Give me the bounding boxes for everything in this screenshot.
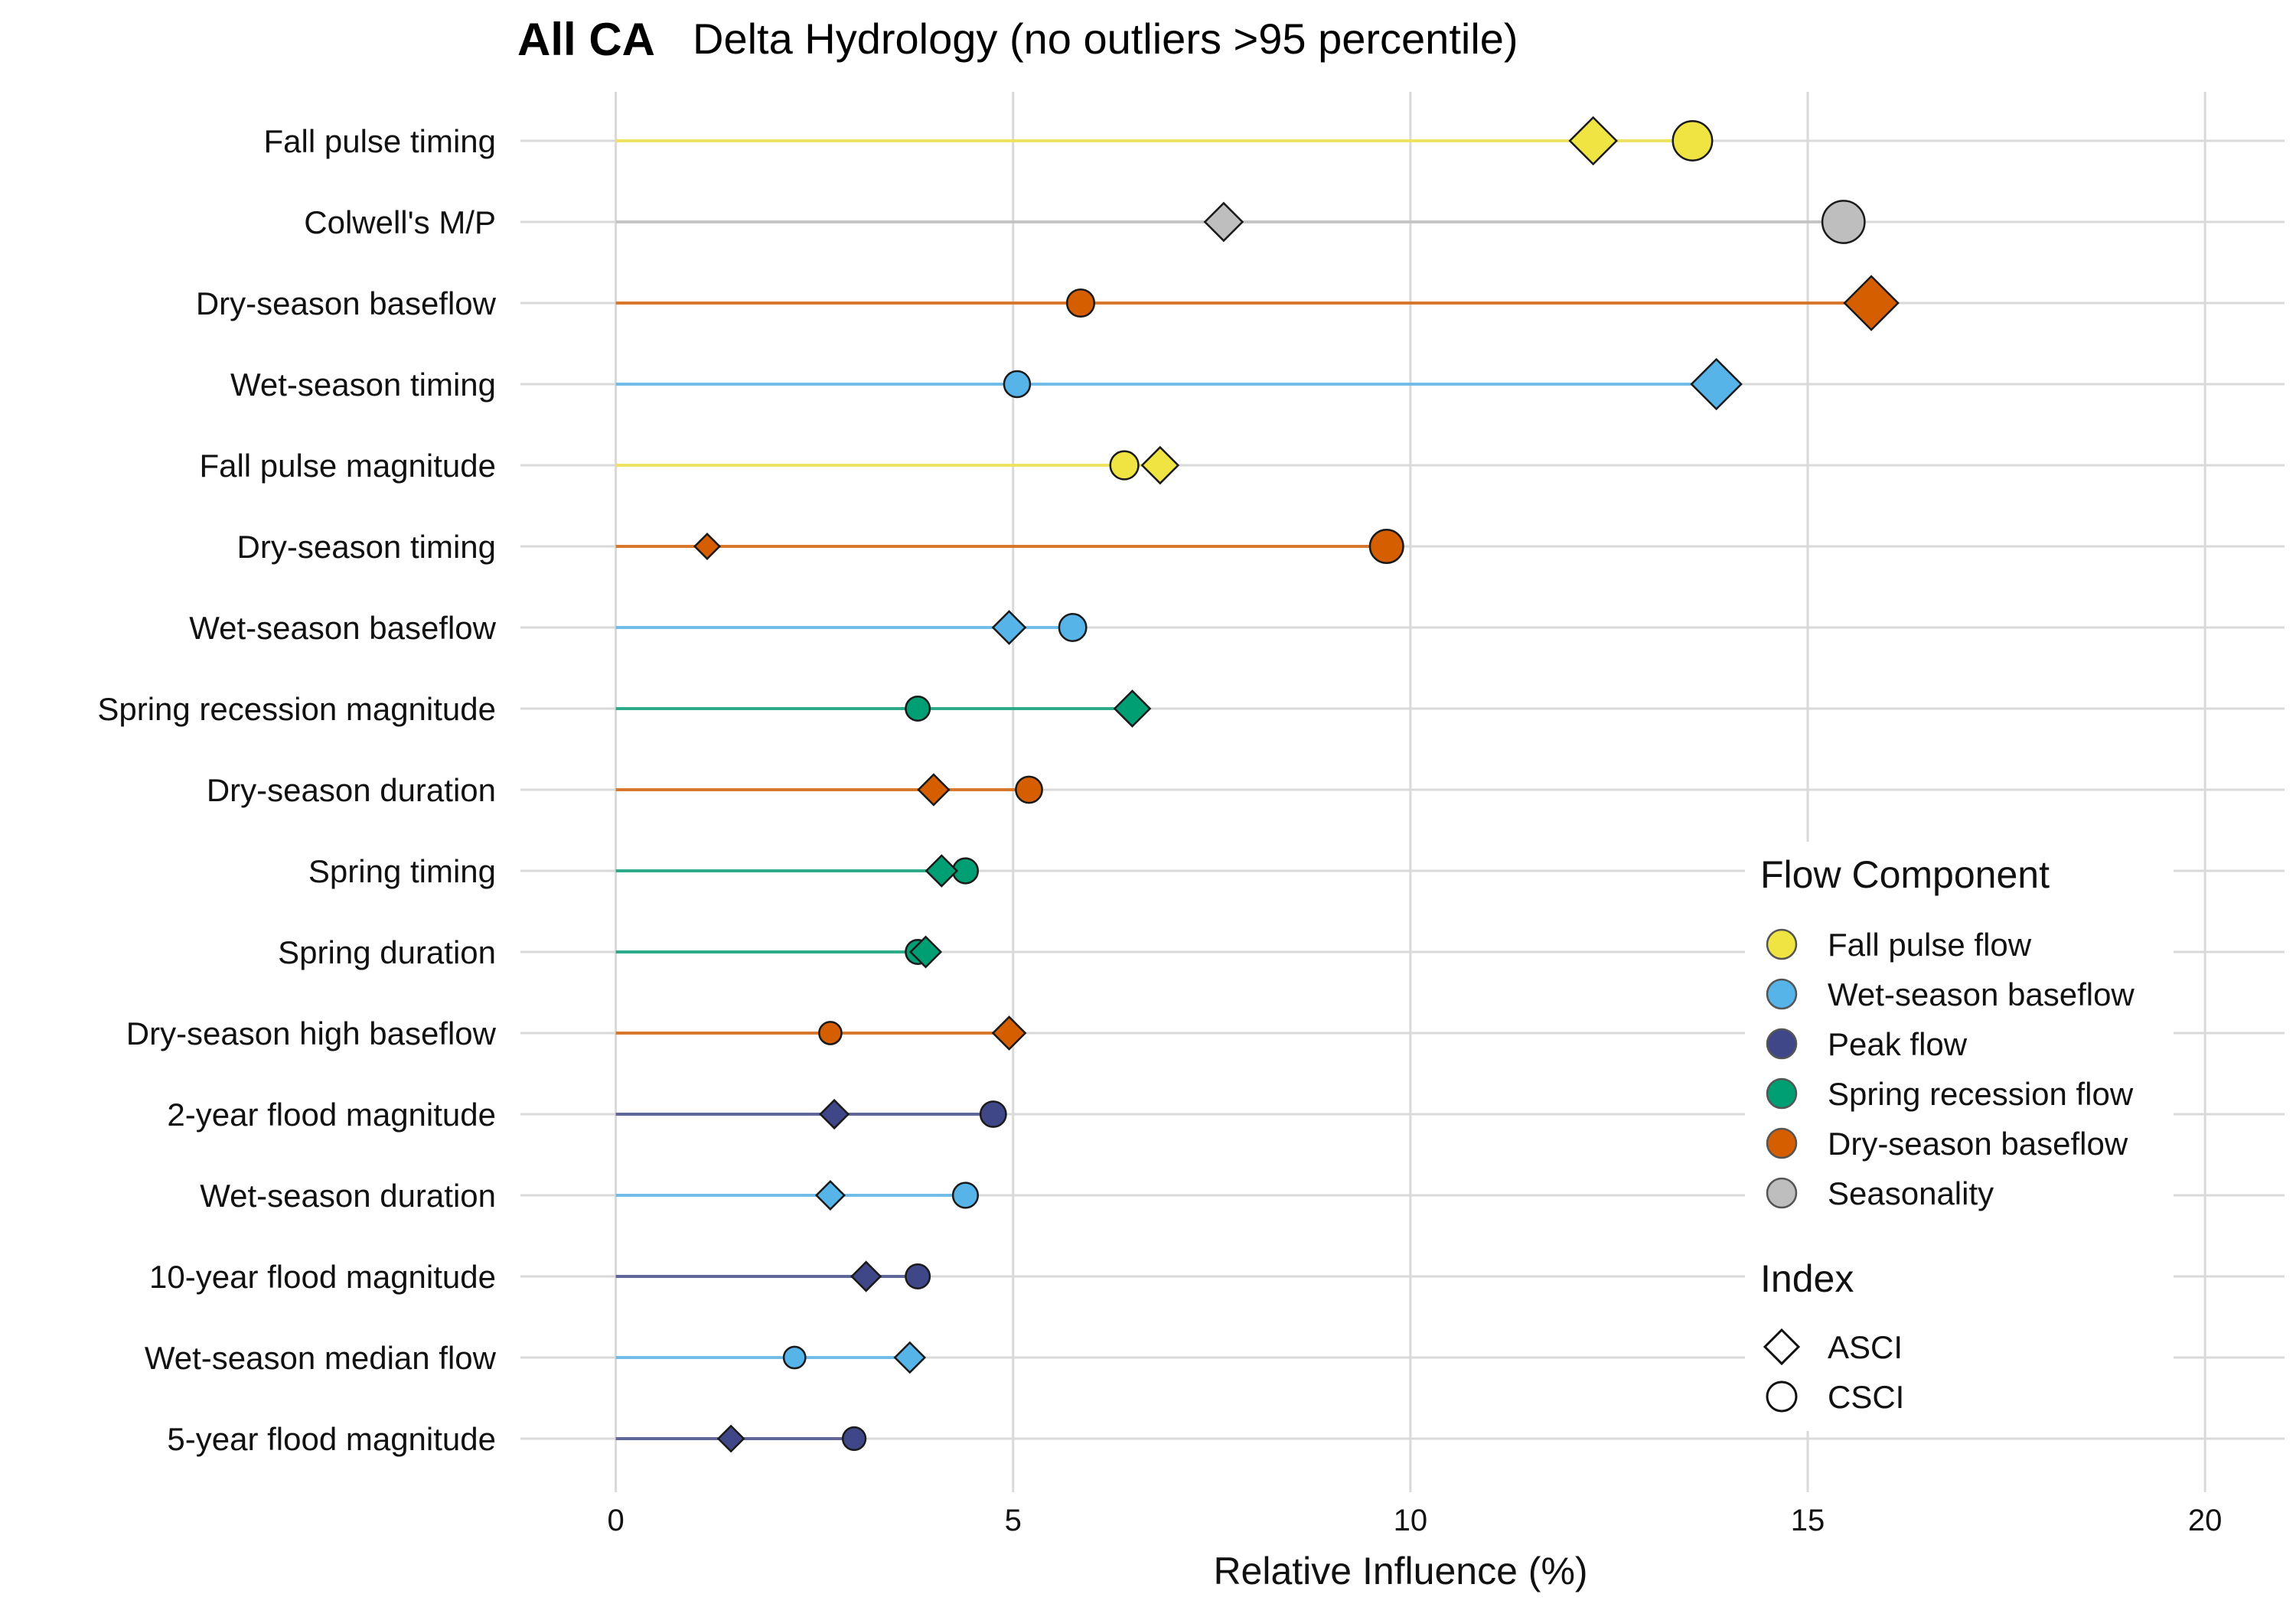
asci-point-colwell-s-m-p [1203, 201, 1244, 243]
x-tick-label-10: 10 [1394, 1504, 1428, 1537]
row-label-dry-season-high-baseflow: Dry-season high baseflow [126, 1015, 497, 1051]
row-label-2-year-flood-magnitude: 2-year flood magnitude [167, 1097, 496, 1133]
x-tick-label-0: 0 [607, 1504, 624, 1537]
csci-point-spring-recession-magnitude [905, 696, 931, 722]
legend-key-csci [1766, 1380, 1798, 1413]
csci-point-dry-season-high-baseflow [818, 1021, 843, 1045]
row-label-fall-pulse-timing: Fall pulse timing [264, 123, 496, 159]
asci-point-dry-season-baseflow [1843, 275, 1900, 331]
x-axis-title: Relative Influence (%) [1213, 1550, 1587, 1592]
asci-point-wet-season-baseflow [991, 610, 1027, 645]
legend-key-peak-flow [1766, 1028, 1798, 1060]
csci-point-10-year-flood-magnitude [905, 1263, 931, 1289]
row-label-spring-duration: Spring duration [278, 934, 496, 970]
row-label-wet-season-timing: Wet-season timing [230, 367, 496, 403]
asci-point-wet-season-timing [1690, 357, 1743, 411]
legend-key-fall-pulse-flow [1766, 928, 1798, 960]
legend-label-seasonality: Seasonality [1828, 1175, 1994, 1211]
legend-label-wet-season-baseflow: Wet-season baseflow [1828, 976, 2135, 1012]
row-label-spring-recession-magnitude: Spring recession magnitude [97, 691, 496, 727]
row-label-wet-season-median-flow: Wet-season median flow [145, 1340, 497, 1376]
point-layer [693, 116, 1900, 1453]
csci-point-wet-season-timing [1003, 370, 1032, 399]
asci-point-dry-season-high-baseflow [991, 1015, 1027, 1051]
legend-key-wet-season-baseflow [1766, 978, 1798, 1010]
x-tick-label-5: 5 [1005, 1504, 1022, 1537]
csci-point-2-year-flood-magnitude [979, 1100, 1007, 1128]
legend-key-dry-season-baseflow [1766, 1127, 1798, 1159]
csci-point-colwell-s-m-p [1821, 200, 1866, 244]
csci-point-fall-pulse-timing [1671, 120, 1714, 161]
row-label-dry-season-baseflow: Dry-season baseflow [196, 285, 497, 321]
asci-point-2-year-flood-magnitude [819, 1098, 850, 1130]
legend-label-fall-pulse-flow: Fall pulse flow [1828, 927, 2032, 963]
legend-key-seasonality [1766, 1177, 1798, 1209]
csci-point-5-year-flood-magnitude [841, 1426, 867, 1452]
row-label-colwell-s-m-p: Colwell's M/P [304, 204, 496, 240]
csci-point-wet-season-median-flow [782, 1345, 807, 1370]
x-tick-label-15: 15 [1791, 1504, 1825, 1537]
asci-point-10-year-flood-magnitude [850, 1260, 882, 1292]
row-label-spring-timing: Spring timing [308, 853, 496, 889]
asci-point-wet-season-duration [814, 1179, 846, 1211]
legend-label-csci: CSCI [1828, 1379, 1904, 1415]
legend-label-peak-flow: Peak flow [1828, 1026, 1968, 1062]
asci-point-dry-season-duration [917, 773, 951, 807]
csci-point-wet-season-baseflow [1058, 613, 1088, 642]
csci-point-dry-season-timing [1368, 528, 1404, 565]
row-label-wet-season-duration: Wet-season duration [200, 1178, 496, 1214]
csci-point-dry-season-baseflow [1065, 288, 1096, 318]
asci-point-spring-duration [908, 935, 943, 969]
asci-point-5-year-flood-magnitude [716, 1424, 745, 1453]
legend-key-spring-recession-flow [1766, 1077, 1798, 1110]
csci-point-wet-season-duration [951, 1182, 980, 1209]
legend-label-dry-season-baseflow: Dry-season baseflow [1828, 1126, 2128, 1162]
asci-point-fall-pulse-magnitude [1140, 445, 1180, 485]
asci-point-wet-season-median-flow [893, 1341, 927, 1374]
x-tick-label-20: 20 [2188, 1504, 2223, 1537]
legend-key-asci [1763, 1328, 1801, 1366]
legend-background [1745, 842, 2174, 1431]
asci-point-fall-pulse-timing [1568, 116, 1618, 166]
chart-title: All CA [517, 14, 655, 65]
asci-point-spring-recession-magnitude [1113, 689, 1152, 728]
legend: Flow Component Fall pulse flow Wet-season … [1745, 842, 2174, 1431]
asci-point-dry-season-timing [693, 532, 722, 561]
csci-point-fall-pulse-magnitude [1109, 450, 1140, 481]
chart-subtitle: Delta Hydrology (no outliers >95 percent… [693, 15, 1518, 63]
row-label-wet-season-baseflow: Wet-season baseflow [189, 610, 496, 646]
legend-label-spring-recession-flow: Spring recession flow [1828, 1076, 2134, 1112]
legend-title-flow-component: Flow Component [1760, 853, 2050, 896]
row-label-10-year-flood-magnitude: 10-year flood magnitude [149, 1259, 496, 1295]
asci-point-spring-timing [925, 854, 959, 888]
row-label-5-year-flood-magnitude: 5-year flood magnitude [167, 1421, 496, 1457]
row-label-fall-pulse-magnitude: Fall pulse magnitude [199, 448, 496, 484]
legend-label-asci: ASCI [1828, 1329, 1903, 1365]
legend-title-index: Index [1760, 1257, 1854, 1300]
row-label-dry-season-timing: Dry-season timing [237, 529, 496, 565]
row-label-dry-season-duration: Dry-season duration [207, 772, 496, 808]
csci-point-dry-season-duration [1015, 775, 1043, 804]
label-layer: 0 5 10 15 20 Fall pulse timing Colwell's M/P Dr… [97, 123, 2222, 1537]
